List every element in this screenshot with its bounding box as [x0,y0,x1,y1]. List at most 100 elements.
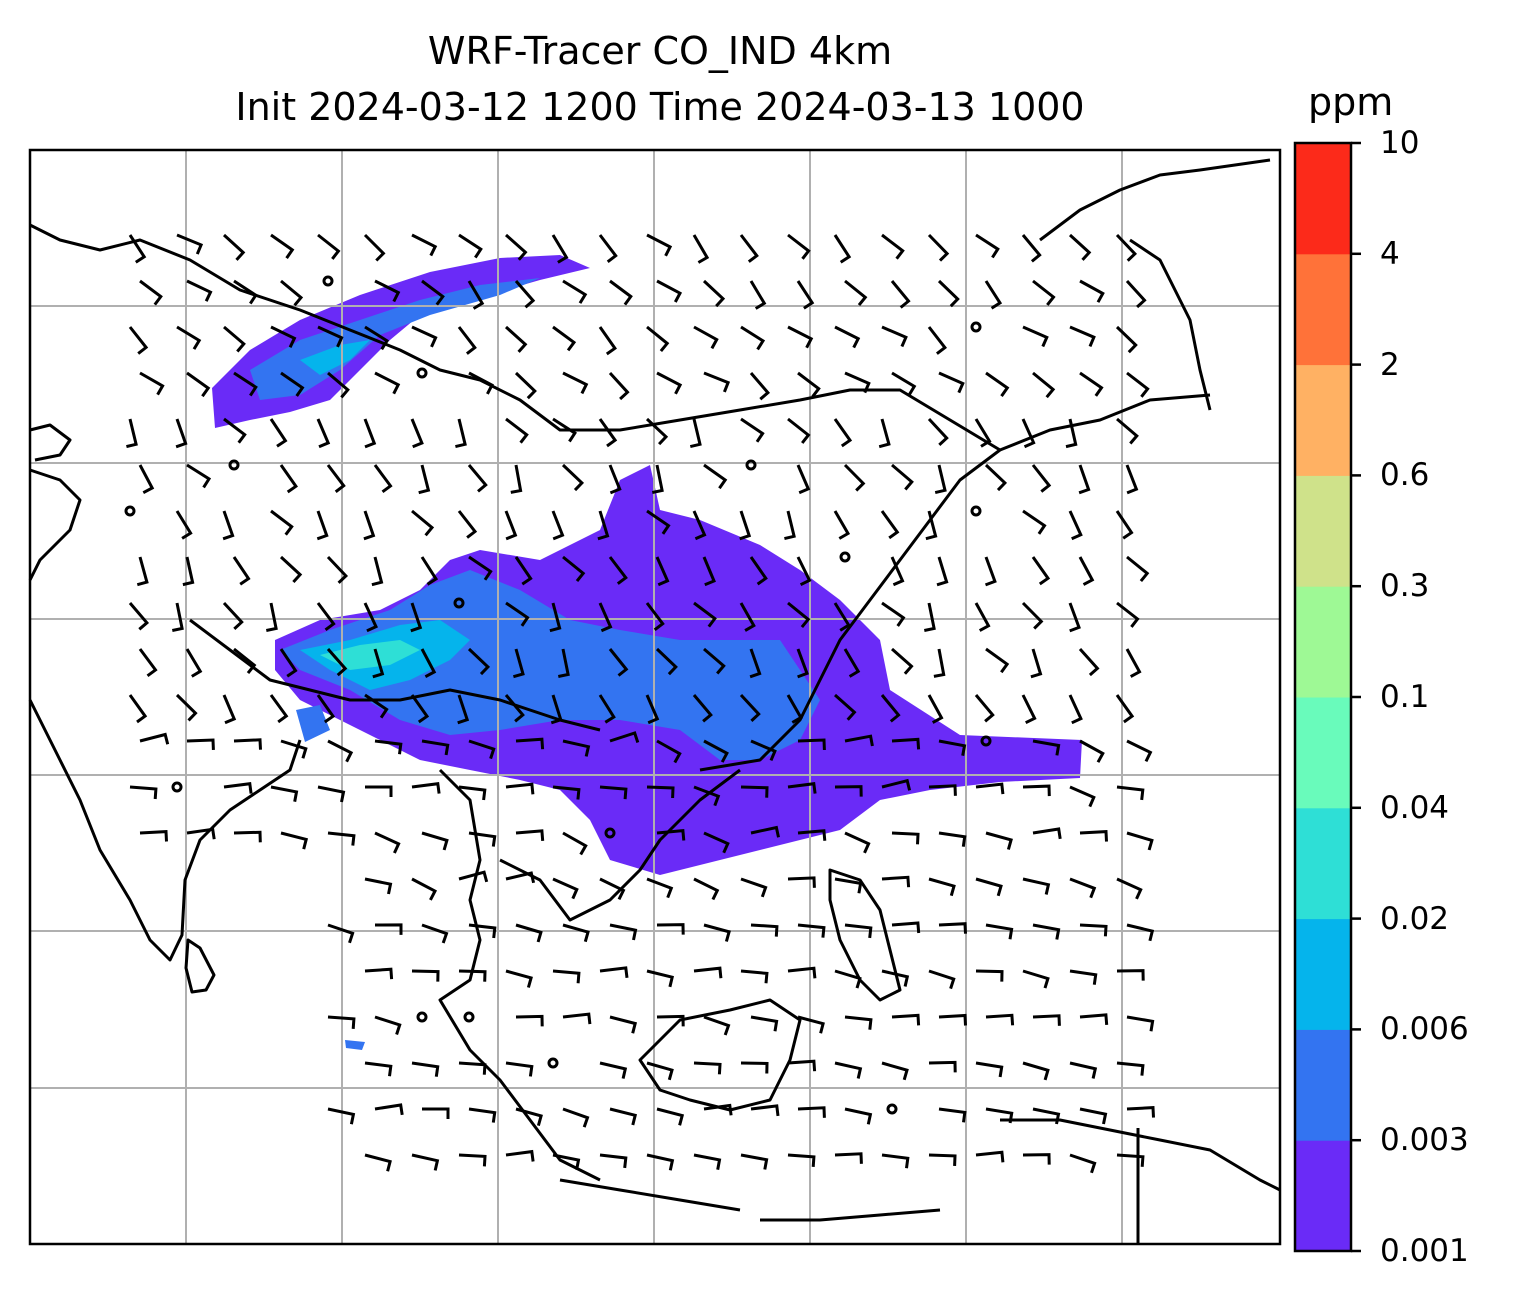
colorbar-segment [1295,253,1351,366]
wind-barb [420,648,437,679]
wind-barb [787,782,817,794]
wind-barb [327,739,354,763]
wind-barb [139,371,165,396]
wind-barb [797,1106,826,1118]
wind-barb [927,326,948,355]
calm-wind-marker [416,1011,428,1023]
wind-barb [552,877,579,900]
wind-barb [740,1061,769,1074]
wind-barb [843,463,866,492]
wind-barb [411,233,438,257]
wind-barb [505,601,530,627]
wind-barb [975,877,1003,897]
wind-barb [269,694,289,724]
calm-wind-marker [839,551,851,563]
wind-barb [891,1013,921,1026]
plume-small-spot [345,1040,365,1050]
wind-barb [656,279,683,303]
wind-barb [984,556,997,587]
wind-barb [599,877,626,901]
wind-barb [552,969,581,984]
wind-barb [422,1107,450,1119]
wind-barb [562,555,586,583]
wind-barb [373,464,393,494]
colorbar-segment [1295,143,1351,255]
wind-barb [938,371,965,394]
wind-barb [599,966,629,978]
wind-barb [937,279,960,308]
wind-barb [1116,969,1145,981]
wind-barb [891,371,917,396]
wind-barb [185,648,203,678]
wind-barb [175,693,198,722]
wind-barb [702,279,726,308]
wind-barb [233,371,258,397]
wind-barb [457,694,470,725]
wind-barb [984,463,1008,492]
wind-barb [975,233,1000,259]
wind-barbs-layer [126,233,1155,1174]
wind-barb [598,602,613,633]
wind-barb [505,1061,534,1077]
wind-barb [1115,694,1135,724]
wind-barb [280,279,304,307]
wind-barb [833,234,852,264]
wind-barb [881,778,912,791]
wind-barb [139,830,168,842]
wind-barb [1021,601,1044,630]
wind-barb [1022,969,1050,989]
wind-barb [646,1061,674,1081]
wind-barb [458,969,487,982]
wind-barb [1079,923,1108,937]
wind-barb [933,648,946,678]
wind-barb [693,601,717,628]
wind-barb [128,694,148,724]
wind-barb [881,969,910,987]
wind-barb [468,1107,497,1123]
coastline-arabia [28,423,82,581]
wind-barb [881,325,908,348]
wind-barb [1115,233,1138,262]
wind-barb [222,510,235,541]
wind-barb [833,510,851,540]
wind-barb [656,739,682,764]
wind-barb [233,738,262,750]
wind-barb [505,417,529,444]
wind-barb [233,279,258,305]
wind-barb [317,325,344,348]
wind-barb [175,418,188,449]
wind-barb [468,371,495,395]
wind-barb [938,1013,967,1026]
wind-barb [458,1061,487,1075]
wind-barb [1126,1106,1155,1118]
calm-wind-marker [745,459,757,471]
wind-barb [880,510,900,540]
wind-barb [126,418,138,449]
wind-barb [609,1107,638,1126]
wind-barb [834,693,857,721]
wind-barb [136,556,149,587]
wind-barb [326,648,348,677]
wind-barb [1079,371,1104,397]
wind-barb [458,785,487,801]
wind-barb [796,648,809,679]
wind-barb [985,831,1013,850]
wind-barb [750,1015,779,1032]
wind-barb [1032,827,1062,840]
wind-barb [186,279,213,302]
wind-barb [316,510,329,541]
wind-barb [269,418,288,448]
wind-barb [515,1014,544,1027]
wind-barb [739,510,752,541]
wind-barb [411,877,438,901]
wind-barb [468,831,497,847]
colorbar-segment [1295,586,1351,698]
wind-barb [881,875,911,888]
wind-barb [646,1153,675,1171]
wind-barb [891,737,921,750]
wind-barb [609,923,638,941]
wind-barb [552,417,577,443]
wind-barb [692,234,710,264]
wind-barb [458,870,489,883]
wind-barb [421,923,449,944]
